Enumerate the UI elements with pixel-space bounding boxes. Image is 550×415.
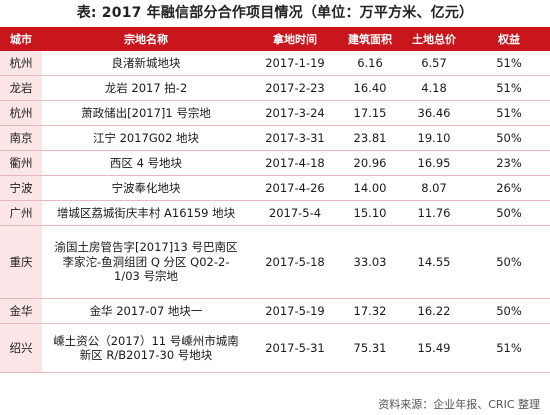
cell-land-name: 江宁 2017G02 地块 [42, 125, 250, 151]
cell-acquisition-date: 2017-3-24 [250, 100, 340, 126]
cell-acquisition-date: 2017-4-18 [250, 150, 340, 176]
cell-land-name: 嵊土资公（2017）11 号嵊州市城南新区 R/B2017-30 号地块 [42, 323, 250, 373]
header-acquisition-date: 拿地时间 [250, 27, 340, 51]
cell-land-name: 龙岩 2017 拍-2 [42, 75, 250, 101]
cell-land-price: 11.76 [400, 200, 468, 226]
cell-land-name: 金华 2017-07 地块一 [42, 298, 250, 324]
cell-equity: 23% [468, 150, 550, 176]
cell-land-name: 良渚新城地块 [42, 51, 250, 76]
table-row: 金华 金华 2017-07 地块一 2017-5-19 17.32 16.22 50% [0, 298, 550, 324]
cell-land-name: 宁波奉化地块 [42, 175, 250, 201]
source-note: 资料来源：企业年报、CRIC 整理 [378, 398, 540, 411]
cell-acquisition-date: 2017-2-23 [250, 75, 340, 101]
cell-city: 南京 [0, 125, 42, 151]
cell-equity: 50% [468, 298, 550, 324]
cell-city: 杭州 [0, 100, 42, 126]
cell-land-price: 16.22 [400, 298, 468, 324]
table-body: 杭州 良渚新城地块 2017-1-19 6.16 6.57 51% 龙岩 龙岩 2017 拍-… [0, 51, 550, 373]
cell-land-price: 4.18 [400, 75, 468, 101]
cell-acquisition-date: 2017-3-31 [250, 125, 340, 151]
cell-land-price: 14.55 [400, 225, 468, 299]
cell-land-price: 15.49 [400, 323, 468, 373]
table-title: 表: 2017 年融信部分合作项目情况（单位：万平方米、亿元） [76, 5, 474, 21]
cell-floor-area: 20.96 [340, 150, 400, 176]
cell-city: 宁波 [0, 175, 42, 201]
cell-equity: 51% [468, 75, 550, 101]
cell-acquisition-date: 2017-5-4 [250, 200, 340, 226]
table-row: 广州 增城区荔城街庆丰村 A16159 地块 2017-5-4 15.10 11.76 5… [0, 200, 550, 226]
table-row: 杭州 良渚新城地块 2017-1-19 6.16 6.57 51% [0, 51, 550, 76]
cell-acquisition-date: 2017-5-31 [250, 323, 340, 373]
cell-land-price: 36.46 [400, 100, 468, 126]
cell-city: 广州 [0, 200, 42, 226]
cell-acquisition-date: 2017-4-26 [250, 175, 340, 201]
table-row: 重庆 渝国土房管告字[2017]13 号巴南区李家沱-鱼洞组团 Q 分区 Q02-… [0, 225, 550, 299]
table-row: 杭州 萧政储出[2017]1 号宗地 2017-3-24 17.15 36.46 51% [0, 100, 550, 126]
cell-city: 重庆 [0, 225, 42, 299]
cell-land-price: 8.07 [400, 175, 468, 201]
cell-land-price: 19.10 [400, 125, 468, 151]
cell-floor-area: 14.00 [340, 175, 400, 201]
cell-land-name: 渝国土房管告字[2017]13 号巴南区李家沱-鱼洞组团 Q 分区 Q02-2-… [42, 225, 250, 299]
cell-acquisition-date: 2017-1-19 [250, 51, 340, 76]
cell-floor-area: 16.40 [340, 75, 400, 101]
cell-equity: 51% [468, 323, 550, 373]
header-equity: 权益 [468, 27, 550, 51]
cell-floor-area: 15.10 [340, 200, 400, 226]
table-row: 龙岩 龙岩 2017 拍-2 2017-2-23 16.40 4.18 51% [0, 75, 550, 101]
table-row: 衢州 西区 4 号地块 2017-4-18 20.96 16.95 23% [0, 150, 550, 176]
header-city: 城市 [0, 27, 42, 51]
cell-land-name: 增城区荔城街庆丰村 A16159 地块 [42, 200, 250, 226]
cell-acquisition-date: 2017-5-19 [250, 298, 340, 324]
table-row: 宁波 宁波奉化地块 2017-4-26 14.00 8.07 26% [0, 175, 550, 201]
cell-floor-area: 17.32 [340, 298, 400, 324]
cell-land-price: 16.95 [400, 150, 468, 176]
header-floor-area: 建筑面积 [340, 27, 400, 51]
cell-equity: 50% [468, 125, 550, 151]
table-header-row: 城市 宗地名称 拿地时间 建筑面积 土地总价 权益 [0, 27, 550, 51]
cell-land-name: 萧政储出[2017]1 号宗地 [42, 100, 250, 126]
cell-equity: 50% [468, 200, 550, 226]
cell-floor-area: 75.31 [340, 323, 400, 373]
cell-city: 龙岩 [0, 75, 42, 101]
cell-equity: 51% [468, 100, 550, 126]
cell-equity: 26% [468, 175, 550, 201]
table-row: 南京 江宁 2017G02 地块 2017-3-31 23.81 19.10 50% [0, 125, 550, 151]
header-land-price: 土地总价 [400, 27, 468, 51]
header-land-name: 宗地名称 [42, 27, 250, 51]
cell-city: 衢州 [0, 150, 42, 176]
cell-floor-area: 23.81 [340, 125, 400, 151]
cell-city: 杭州 [0, 51, 42, 76]
table-row: 绍兴 嵊土资公（2017）11 号嵊州市城南新区 R/B2017-30 号地块 20… [0, 323, 550, 373]
cell-land-name: 西区 4 号地块 [42, 150, 250, 176]
cell-floor-area: 33.03 [340, 225, 400, 299]
cell-land-price: 6.57 [400, 51, 468, 76]
cell-floor-area: 6.16 [340, 51, 400, 76]
cell-floor-area: 17.15 [340, 100, 400, 126]
cell-equity: 50% [468, 225, 550, 299]
cell-acquisition-date: 2017-5-18 [250, 225, 340, 299]
cell-city: 金华 [0, 298, 42, 324]
cell-equity: 51% [468, 51, 550, 76]
cell-city: 绍兴 [0, 323, 42, 373]
projects-table: 城市 宗地名称 拿地时间 建筑面积 土地总价 权益 杭州 良渚新城地块 2017-1… [0, 27, 550, 373]
